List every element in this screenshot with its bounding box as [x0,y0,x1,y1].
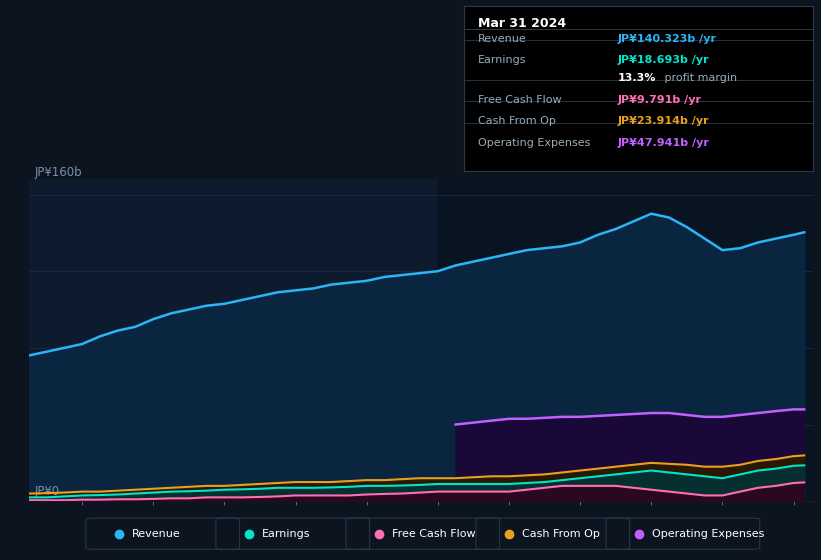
Text: Free Cash Flow: Free Cash Flow [478,95,562,105]
Text: Earnings: Earnings [262,529,310,539]
Text: Cash From Op: Cash From Op [478,116,556,127]
Text: Operating Expenses: Operating Expenses [652,529,764,539]
Text: Cash From Op: Cash From Op [521,529,599,539]
Text: JP¥23.914b /yr: JP¥23.914b /yr [617,116,709,127]
Text: profit margin: profit margin [661,73,737,83]
Text: Revenue: Revenue [478,34,526,44]
Text: JP¥9.791b /yr: JP¥9.791b /yr [617,95,701,105]
Bar [438,179,819,501]
Text: JP¥160b: JP¥160b [35,166,83,179]
Text: JP¥18.693b /yr: JP¥18.693b /yr [617,55,709,65]
Text: JP¥0: JP¥0 [35,485,60,498]
Text: Mar 31 2024: Mar 31 2024 [478,17,566,30]
Text: Revenue: Revenue [131,529,181,539]
Text: Free Cash Flow: Free Cash Flow [392,529,475,539]
Text: 13.3%: 13.3% [617,73,656,83]
Text: JP¥47.941b /yr: JP¥47.941b /yr [617,138,709,148]
Text: Operating Expenses: Operating Expenses [478,138,590,148]
Text: JP¥140.323b /yr: JP¥140.323b /yr [617,34,717,44]
Text: Earnings: Earnings [478,55,526,65]
